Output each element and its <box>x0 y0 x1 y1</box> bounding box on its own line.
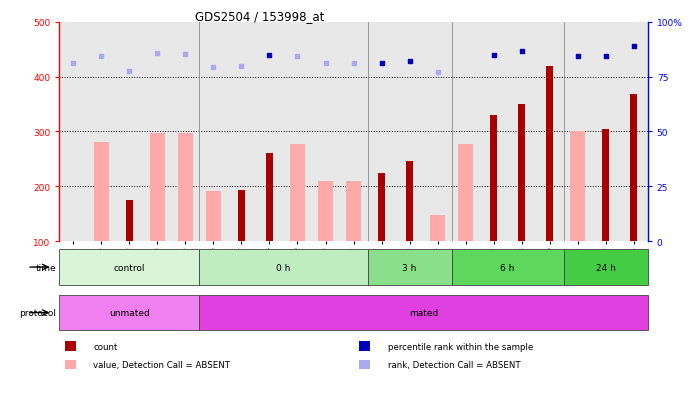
Point <box>180 52 191 58</box>
Point <box>404 59 415 65</box>
Text: rank, Detection Call = ABSENT: rank, Detection Call = ABSENT <box>387 360 520 369</box>
Text: 0 h: 0 h <box>276 263 290 272</box>
Bar <box>200 295 648 330</box>
Bar <box>65 342 76 351</box>
Bar <box>570 132 586 242</box>
Bar <box>564 250 648 285</box>
Point <box>320 61 331 68</box>
Point <box>348 61 359 68</box>
Bar <box>59 250 200 285</box>
Bar <box>200 250 368 285</box>
Bar <box>430 215 445 242</box>
Bar <box>318 181 333 242</box>
Text: 24 h: 24 h <box>596 263 616 272</box>
Text: protocol: protocol <box>20 309 57 317</box>
Bar <box>178 133 193 242</box>
Bar <box>359 360 370 369</box>
Bar <box>546 66 554 242</box>
Bar <box>290 145 305 242</box>
Point <box>151 51 163 57</box>
Bar <box>406 161 413 242</box>
Point <box>600 54 611 60</box>
Bar <box>458 145 473 242</box>
Bar <box>368 250 452 285</box>
Bar <box>206 191 221 242</box>
Point <box>376 60 387 67</box>
Text: value, Detection Call = ABSENT: value, Detection Call = ABSENT <box>94 360 230 369</box>
Bar <box>346 181 362 242</box>
Bar <box>149 133 165 242</box>
Bar <box>518 105 525 242</box>
Bar <box>59 295 200 330</box>
Bar <box>602 129 609 242</box>
Point <box>516 48 527 55</box>
Bar <box>65 360 76 369</box>
Bar <box>452 250 564 285</box>
Point <box>572 54 584 60</box>
Point <box>264 52 275 59</box>
Text: time: time <box>36 263 57 272</box>
Bar <box>378 173 385 242</box>
Text: mated: mated <box>409 309 438 317</box>
Point <box>628 44 639 51</box>
Bar <box>266 154 273 242</box>
Text: count: count <box>94 342 118 351</box>
Text: 3 h: 3 h <box>402 263 417 272</box>
Text: unmated: unmated <box>109 309 150 317</box>
Text: control: control <box>114 263 145 272</box>
Point <box>432 70 443 76</box>
Text: GDS2504 / 153998_at: GDS2504 / 153998_at <box>195 10 325 23</box>
Point <box>96 53 107 60</box>
Point <box>68 61 79 68</box>
Bar <box>490 116 497 242</box>
Point <box>488 52 499 59</box>
Bar <box>126 201 133 242</box>
Bar <box>630 95 637 242</box>
Text: 6 h: 6 h <box>500 263 515 272</box>
Text: percentile rank within the sample: percentile rank within the sample <box>387 342 533 351</box>
Bar <box>94 143 109 242</box>
Bar <box>359 342 370 351</box>
Point <box>292 54 303 60</box>
Point <box>208 64 219 71</box>
Point <box>236 63 247 70</box>
Point <box>124 68 135 75</box>
Bar <box>238 191 245 242</box>
